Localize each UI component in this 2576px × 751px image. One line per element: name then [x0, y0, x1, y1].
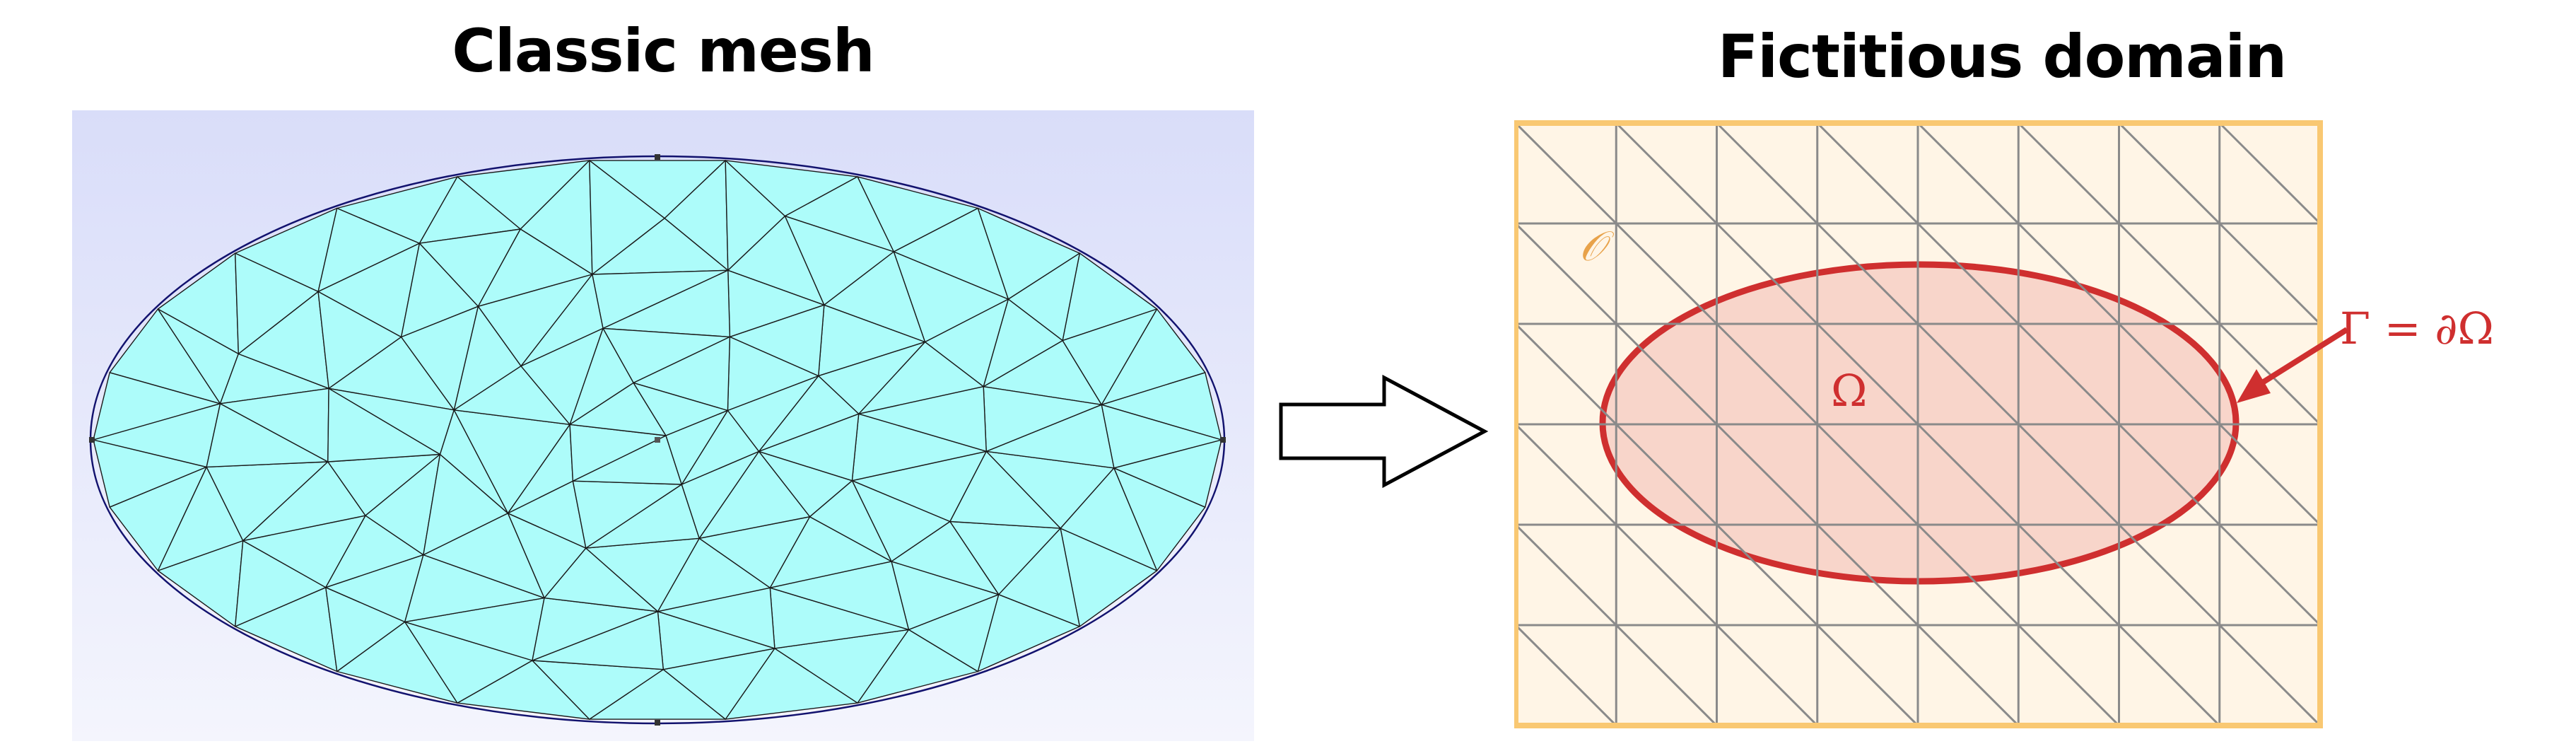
grid-diagonal [2018, 423, 2120, 526]
boundary-arrow-shaft [2261, 327, 2349, 385]
grid-diagonal [1615, 523, 1718, 627]
mesh-node [89, 437, 95, 443]
classic-mesh-title: Classic mesh [452, 16, 874, 86]
grid-diagonal [1916, 624, 2020, 727]
domain-omega [1599, 261, 2240, 585]
grid-diagonal [2218, 523, 2322, 627]
mesh-node [1220, 437, 1226, 443]
grid-diagonal [1716, 523, 1818, 627]
grid-diagonal [1514, 122, 1617, 225]
grid-diagonal [1816, 423, 1919, 526]
grid-diagonal [1514, 222, 1617, 325]
right-arrow-icon [1279, 374, 1489, 489]
boundary-label: Γ = ∂Ω [2340, 303, 2494, 354]
grid-diagonal [2118, 423, 2220, 526]
grid-diagonal [2218, 122, 2322, 225]
grid-diagonal [2018, 322, 2120, 426]
grid-diagonal [1514, 523, 1617, 627]
grid-diagonal [1615, 423, 1718, 526]
grid-diagonal [2118, 222, 2220, 325]
grid-diagonal [1716, 222, 1818, 325]
grid-diagonal [2118, 523, 2220, 627]
mesh-center-node [655, 437, 660, 443]
grid-diagonal [1916, 322, 2020, 426]
grid-diagonal [1916, 523, 2020, 627]
grid-diagonal [2218, 222, 2322, 325]
grid-diagonal [1916, 122, 2020, 225]
grid-diagonal [1514, 423, 1617, 526]
grid-diagonal [1615, 122, 1718, 225]
fictitious-domain-title: Fictitious domain [1717, 22, 2287, 91]
mesh-node [655, 154, 660, 160]
mesh-node [655, 720, 660, 726]
grid-diagonal [1514, 624, 1617, 727]
grid-diagonal [1816, 624, 1919, 727]
classic-mesh-panel [72, 110, 1254, 741]
grid-diagonal [1816, 222, 1919, 325]
grid-diagonal [2018, 222, 2120, 325]
grid-diagonal [1615, 222, 1718, 325]
classic-mesh-figure [89, 154, 1226, 726]
grid-diagonal [1816, 122, 1919, 225]
transform-arrow [1279, 374, 1489, 489]
grid-diagonal [1514, 322, 1617, 426]
grid-diagonal [1716, 624, 1818, 727]
grid-diagonal [1716, 122, 1818, 225]
grid-diagonal [2218, 322, 2322, 426]
grid-diagonal [2018, 523, 2120, 627]
grid-diagonal [1615, 624, 1718, 727]
fictitious-grid-lines [1514, 122, 2322, 727]
grid-diagonal [2218, 423, 2322, 526]
grid-diagonal [1816, 322, 1919, 426]
grid-diagonal [2018, 122, 2120, 225]
grid-diagonal [2118, 322, 2220, 426]
grid-diagonal [1816, 523, 1919, 627]
grid-diagonal [2018, 624, 2120, 727]
fictitious-domain-figure: 𝒪 Ω Γ = ∂Ω [1514, 120, 2494, 728]
grid-diagonal [1916, 423, 2020, 526]
fictitious-grid-border [1514, 120, 2323, 728]
grid-diagonal [1716, 322, 1818, 426]
mesh-triangles [93, 160, 1222, 720]
grid-diagonal [2118, 624, 2220, 727]
grid-diagonal [2118, 122, 2220, 225]
mesh-triangle [665, 409, 729, 485]
mesh-triangle [758, 413, 860, 482]
grid-diagonal [1716, 423, 1818, 526]
boundary-arrow-head [2237, 369, 2271, 403]
omega-label: Ω [1831, 365, 1867, 417]
grid-diagonal [1615, 322, 1718, 426]
grid-diagonal [2218, 624, 2322, 727]
grid-diagonal [1916, 222, 2020, 325]
